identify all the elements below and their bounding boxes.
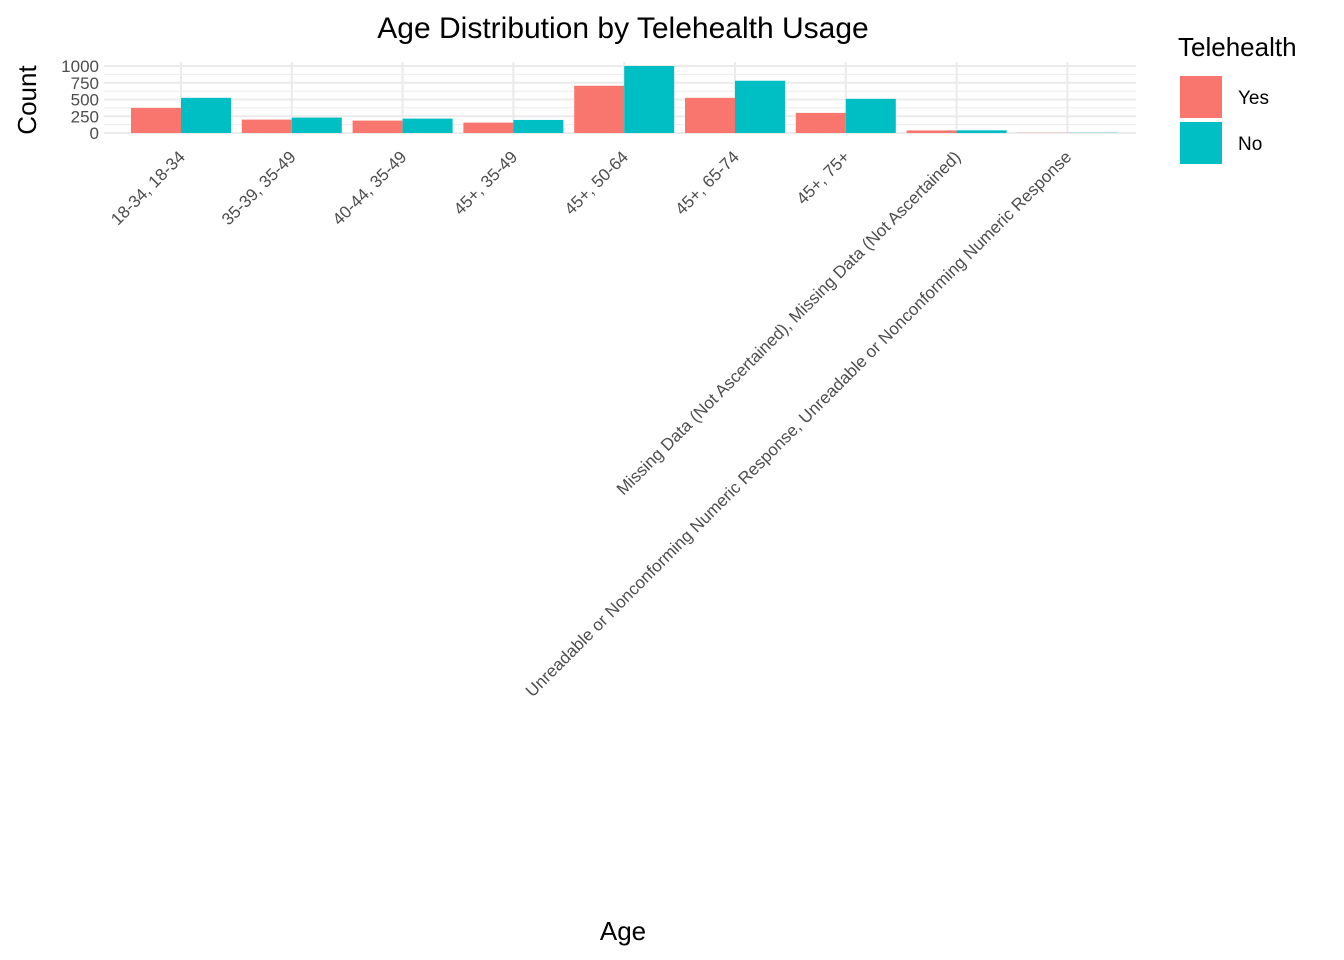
- y-tick-label: 500: [71, 91, 99, 110]
- legend: Telehealth Yes No: [1178, 32, 1297, 164]
- bar-yes-7: [906, 130, 957, 133]
- chart-title: Age Distribution by Telehealth Usage: [377, 12, 868, 45]
- x-tick-label: 18-34, 18-34: [107, 147, 189, 229]
- x-tick-label: 45+, 75+: [793, 147, 854, 208]
- x-tick-label: 45+, 65-74: [672, 147, 743, 218]
- x-tick-label: 45+, 50-64: [561, 147, 632, 218]
- legend-items: Yes No: [1180, 76, 1269, 164]
- bar-yes-3: [463, 122, 514, 133]
- bar-no-6: [845, 98, 896, 133]
- y-tick-label: 0: [90, 124, 99, 143]
- x-tick-label: Unreadable or Nonconforming Numeric Resp…: [522, 147, 1075, 700]
- bar-no-7: [956, 130, 1007, 133]
- legend-title: Telehealth: [1178, 32, 1297, 62]
- bar-no-5: [735, 80, 785, 133]
- x-axis-title: Age: [600, 916, 646, 946]
- bar-yes-1: [241, 119, 292, 133]
- y-axis-title: Count: [12, 65, 42, 135]
- legend-swatch-yes: [1180, 76, 1222, 118]
- bars: [131, 66, 1118, 133]
- bar-yes-4: [574, 85, 625, 133]
- x-tick-label: 40-44, 35-49: [329, 147, 411, 229]
- bar-yes-0: [131, 107, 181, 133]
- bar-yes-6: [795, 112, 846, 133]
- x-tick-label: 35-39, 35-49: [218, 147, 300, 229]
- legend-swatch-no: [1180, 122, 1222, 164]
- bar-yes-5: [685, 97, 735, 133]
- bar-no-3: [513, 119, 564, 133]
- legend-label-yes: Yes: [1238, 88, 1269, 109]
- y-tick-label: 250: [71, 107, 99, 126]
- x-tick-label: 45+, 35-49: [450, 147, 521, 218]
- y-tick-label: 1000: [61, 57, 99, 76]
- bar-no-4: [624, 66, 675, 133]
- bar-yes-2: [352, 120, 403, 133]
- y-tick-label: 750: [71, 74, 99, 93]
- bar-no-2: [402, 118, 453, 133]
- bar-no-1: [291, 117, 342, 133]
- x-axis-ticks: 18-34, 18-34 35-39, 35-49 40-44, 35-49 45+,…: [107, 147, 1075, 700]
- legend-label-no: No: [1238, 134, 1262, 155]
- bar-no-0: [181, 97, 231, 133]
